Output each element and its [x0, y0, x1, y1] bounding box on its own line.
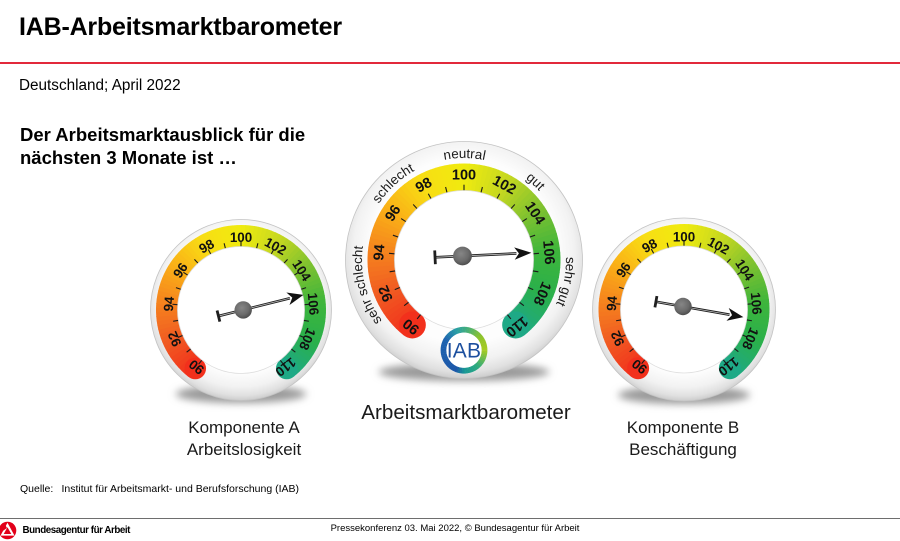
svg-text:neutral: neutral — [442, 146, 487, 163]
svg-text:98: 98 — [639, 235, 660, 256]
svg-text:90: 90 — [400, 315, 423, 338]
svg-text:94: 94 — [604, 295, 620, 312]
svg-text:92: 92 — [165, 329, 185, 349]
svg-text:106: 106 — [305, 292, 322, 316]
svg-text:94: 94 — [161, 295, 177, 312]
svg-text:98: 98 — [196, 236, 217, 257]
svg-text:100: 100 — [230, 230, 252, 245]
svg-text:100: 100 — [673, 230, 695, 245]
svg-text:IAB: IAB — [447, 340, 481, 363]
svg-text:92: 92 — [608, 329, 628, 349]
svg-text:106: 106 — [539, 240, 557, 266]
svg-text:90: 90 — [186, 357, 207, 378]
svg-text:92: 92 — [376, 283, 397, 304]
svg-text:94: 94 — [371, 244, 388, 261]
svg-text:96: 96 — [170, 260, 191, 281]
svg-text:106: 106 — [748, 292, 765, 316]
svg-text:96: 96 — [613, 260, 634, 281]
svg-text:90: 90 — [629, 356, 650, 377]
svg-text:96: 96 — [382, 202, 404, 224]
svg-text:100: 100 — [452, 167, 476, 183]
svg-text:98: 98 — [413, 175, 435, 197]
